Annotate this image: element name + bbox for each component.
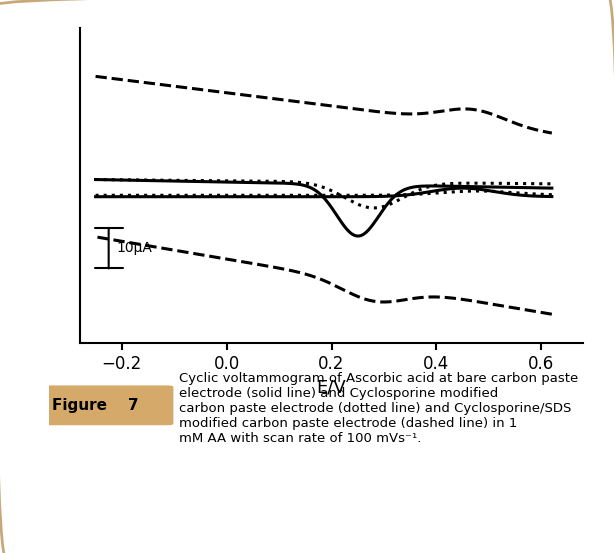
- Text: Cyclic voltammogram of Ascorbic acid at bare carbon paste electrode (solid line): Cyclic voltammogram of Ascorbic acid at …: [179, 372, 578, 445]
- Text: 10μA: 10μA: [117, 241, 152, 255]
- Text: Figure    7: Figure 7: [52, 398, 138, 413]
- FancyBboxPatch shape: [44, 385, 173, 425]
- X-axis label: E/V: E/V: [317, 378, 346, 396]
